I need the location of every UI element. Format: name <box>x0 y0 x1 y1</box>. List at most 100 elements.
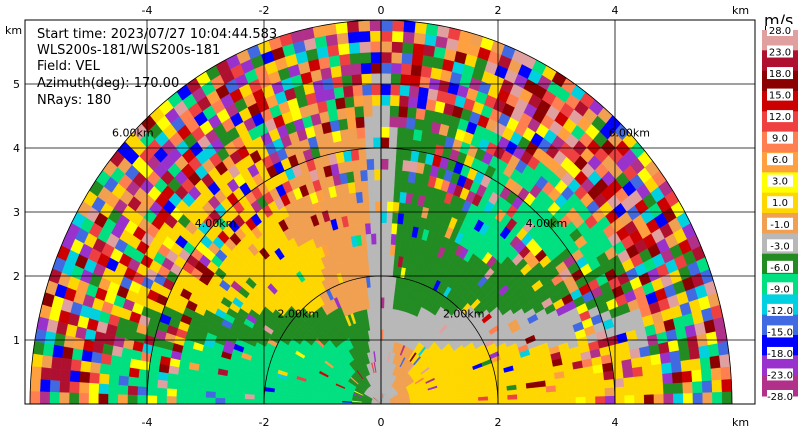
velocity-cell <box>353 95 364 108</box>
velocity-cell <box>386 211 393 224</box>
velocity-cell <box>390 73 402 85</box>
velocity-cell <box>643 393 655 404</box>
velocity-cell <box>355 127 366 139</box>
velocity-cell <box>61 346 74 360</box>
velocity-cell <box>411 53 424 66</box>
velocity-cell <box>353 105 365 118</box>
velocity-cell <box>157 371 169 382</box>
velocity-cell <box>359 41 371 54</box>
y-tick-label: 5 <box>13 78 20 91</box>
colorbar-label: -6.0 <box>770 263 790 274</box>
velocity-cell <box>215 391 226 399</box>
velocity-cell <box>331 75 344 89</box>
velocity-cell <box>109 364 121 377</box>
velocity-cell <box>156 395 167 404</box>
velocity-cell <box>370 62 382 74</box>
velocity-cell <box>337 42 350 56</box>
ring-label: 2.00km <box>277 307 319 320</box>
velocity-cell <box>361 83 372 96</box>
velocity-cell <box>350 148 360 162</box>
info-block: Start time: 2023/07/27 10:04:44.583 WLS2… <box>37 27 277 108</box>
velocity-cell <box>215 385 227 394</box>
colorbar-label: -3.0 <box>770 241 790 252</box>
velocity-cell <box>401 41 414 54</box>
x-tick-label: -4 <box>142 416 153 429</box>
velocity-cell <box>234 388 246 395</box>
velocity-cell <box>623 376 635 387</box>
velocity-cell <box>31 353 43 368</box>
velocity-cell <box>409 74 421 87</box>
velocity-cell <box>166 396 177 404</box>
velocity-field <box>29 20 733 404</box>
velocity-cell <box>380 243 387 255</box>
velocity-cell <box>410 64 422 77</box>
velocity-cell <box>78 382 90 394</box>
velocity-cell <box>350 63 362 76</box>
velocity-cell <box>49 368 62 382</box>
velocity-cell <box>42 342 55 357</box>
colorbar-label: 6.0 <box>772 155 788 166</box>
ring-label: 6.00km <box>112 126 154 139</box>
velocity-cell <box>711 379 723 393</box>
velocity-cell <box>195 397 206 404</box>
colorbar-label-bg <box>767 239 793 252</box>
colorbar-label-bg <box>767 24 793 36</box>
velocity-cell <box>380 30 393 42</box>
velocity-cell <box>376 254 382 266</box>
velocity-cell <box>186 375 198 385</box>
velocity-cell <box>565 382 576 391</box>
colorbar-label-bg <box>767 303 793 316</box>
velocity-cell <box>662 372 674 385</box>
velocity-cell <box>380 126 390 138</box>
velocity-cell <box>672 382 684 394</box>
velocity-cell <box>536 391 547 399</box>
velocity-cell <box>137 386 148 396</box>
velocity-cell <box>373 147 382 160</box>
velocity-cell <box>546 397 557 404</box>
velocity-cell <box>403 20 416 33</box>
velocity-cell <box>701 380 713 393</box>
velocity-cell <box>380 190 388 202</box>
velocity-cell <box>333 86 345 100</box>
colorbar-label: 23.0 <box>769 48 791 59</box>
velocity-cell <box>364 137 374 149</box>
velocity-cell <box>688 346 701 360</box>
ring-label: 4.00km <box>526 217 568 230</box>
velocity-cell <box>380 147 389 160</box>
colorbar-label: 12.0 <box>769 112 791 123</box>
velocity-cell <box>661 361 673 374</box>
velocity-cell <box>283 396 294 402</box>
colorbar: m/s 28.023.018.015.012.09.06.03.01.0-1.0… <box>762 11 798 403</box>
velocity-cell <box>88 393 99 404</box>
velocity-cell <box>166 388 177 397</box>
velocity-cell <box>402 31 415 44</box>
velocity-cell <box>176 381 188 391</box>
velocity-cell <box>653 383 664 395</box>
velocity-cell <box>390 51 403 64</box>
y-tick-label: 3 <box>13 206 20 219</box>
velocity-cell <box>384 275 389 288</box>
velocity-cell <box>302 400 313 404</box>
velocity-cell <box>117 384 129 396</box>
velocity-cell <box>383 286 389 298</box>
velocity-cell <box>632 366 644 378</box>
velocity-cell <box>420 65 433 78</box>
velocity-cell <box>413 32 426 45</box>
velocity-cell <box>507 393 518 400</box>
colorbar-label-bg <box>767 131 793 144</box>
velocity-cell <box>234 393 246 400</box>
velocity-cell <box>380 137 390 149</box>
y-tick-label: 2 <box>13 270 20 283</box>
velocity-cell <box>422 44 436 57</box>
velocity-cell <box>719 353 731 368</box>
velocity-cell <box>712 391 723 404</box>
y-tick-label: 4 <box>13 142 20 155</box>
velocity-cell <box>325 33 338 47</box>
velocity-cell <box>391 41 403 54</box>
velocity-cell <box>398 95 409 108</box>
velocity-cell <box>118 375 129 387</box>
velocity-cell <box>721 391 733 404</box>
velocity-cell <box>388 126 398 139</box>
velocity-cell <box>389 94 400 107</box>
velocity-cell <box>225 387 236 394</box>
